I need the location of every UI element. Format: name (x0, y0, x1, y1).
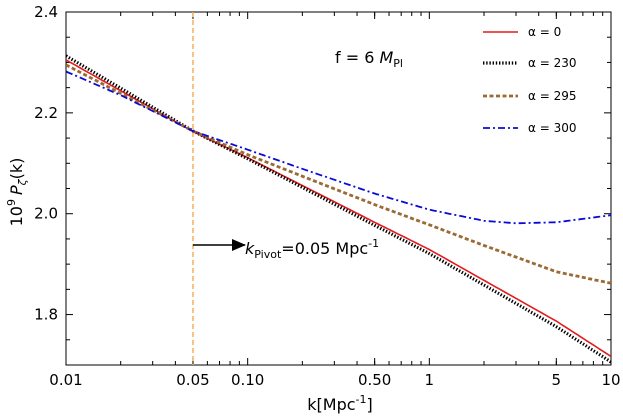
pivot-annotation: kPivot=0.05 Mpc-1 (245, 237, 379, 261)
x-tick-label: 10 (601, 371, 620, 389)
y-tick-label: 2.4 (34, 3, 58, 21)
x-axis-label: k[Mpc-1] (307, 393, 372, 414)
axis-ticks: 0.01 0.05 0.10 0.50 1 5 10 1.8 2.0 2.2 2.4 (34, 3, 620, 389)
legend-label-3: α = 300 (528, 121, 577, 135)
y-tick-label: 2.0 (34, 205, 58, 223)
x-tick-label: 0.05 (176, 371, 209, 389)
f-annotation: f = 6 MPl (335, 48, 403, 70)
legend-label-2: α = 295 (528, 89, 577, 103)
series-line-3 (66, 70, 611, 225)
y-tick-label: 1.8 (34, 306, 58, 324)
x-tick-label: 1 (425, 371, 435, 389)
x-tick-label: 0.01 (49, 371, 82, 389)
y-axis-label: 109Pζ(k) (5, 158, 29, 227)
x-tick-label: 5 (552, 371, 562, 389)
legend: α = 0 α = 230 α = 295 α = 300 (483, 25, 577, 135)
series-line-0 (66, 59, 611, 358)
x-tick-label: 0.50 (358, 371, 391, 389)
legend-label-1: α = 230 (528, 56, 577, 70)
x-tick-label: 0.10 (231, 371, 264, 389)
y-tick-label: 2.2 (34, 104, 58, 122)
legend-label-0: α = 0 (528, 25, 561, 39)
series-group (66, 54, 611, 364)
